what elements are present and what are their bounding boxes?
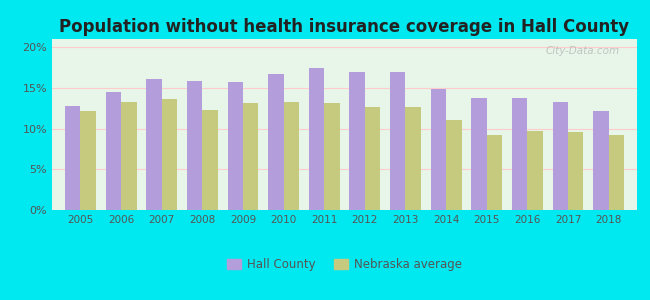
Bar: [527, 131, 543, 210]
Title: Population without health insurance coverage in Hall County: Population without health insurance cove…: [59, 18, 630, 36]
Bar: [65, 106, 81, 210]
Bar: [406, 106, 421, 210]
Bar: [162, 99, 177, 210]
Legend: Hall County, Nebraska average: Hall County, Nebraska average: [222, 254, 467, 276]
Bar: [121, 102, 136, 210]
Bar: [568, 132, 584, 210]
Bar: [431, 89, 446, 210]
Bar: [187, 80, 202, 210]
Bar: [309, 68, 324, 210]
Bar: [268, 74, 283, 210]
Bar: [202, 110, 218, 210]
Bar: [471, 98, 487, 210]
Bar: [552, 102, 568, 210]
Bar: [81, 111, 96, 210]
Bar: [487, 135, 502, 210]
Bar: [243, 103, 259, 210]
Bar: [512, 98, 527, 210]
Bar: [390, 72, 406, 210]
Bar: [365, 106, 380, 210]
Bar: [227, 82, 243, 210]
Text: City-Data.com: City-Data.com: [545, 46, 619, 56]
Bar: [593, 111, 608, 210]
Bar: [349, 72, 365, 210]
Bar: [446, 120, 462, 210]
Bar: [608, 135, 624, 210]
Bar: [146, 79, 162, 210]
Bar: [283, 102, 299, 210]
Bar: [105, 92, 121, 210]
Bar: [324, 103, 339, 210]
